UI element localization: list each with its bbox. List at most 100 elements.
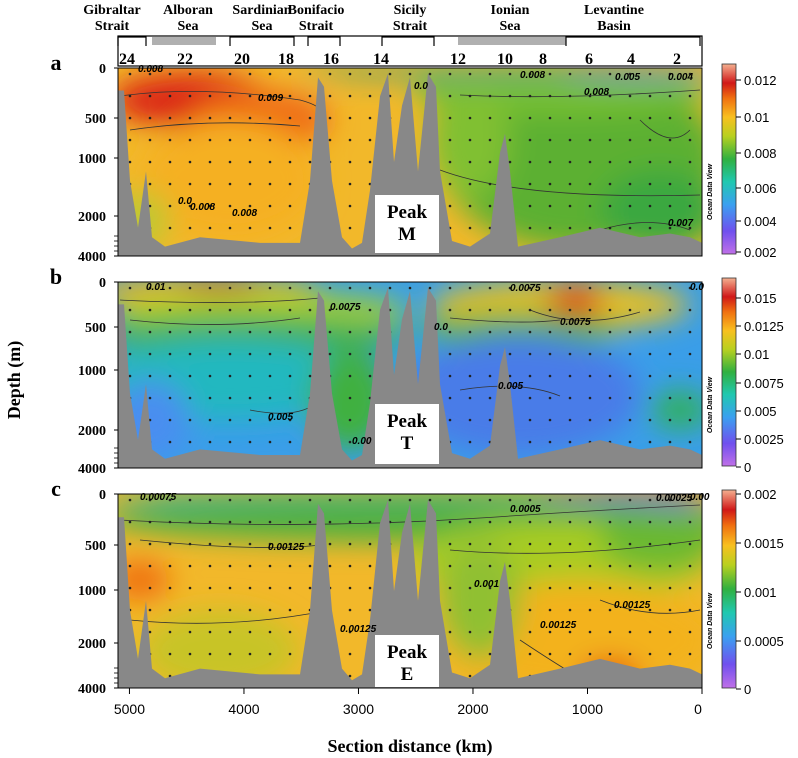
sample-point <box>628 542 632 546</box>
panel-b: b 05001000200040000.010.00750.00750.00750… <box>50 264 784 477</box>
sample-point <box>528 652 532 656</box>
sample-point <box>448 72 452 76</box>
sample-point <box>548 586 552 590</box>
sample-point <box>668 396 672 400</box>
sample-point <box>228 138 232 142</box>
sample-point <box>268 160 272 164</box>
peak-label-line: Peak <box>387 202 428 223</box>
sample-point <box>448 330 452 334</box>
contour-line <box>129 317 301 325</box>
sample-point <box>168 630 172 634</box>
sample-point <box>648 608 652 612</box>
sample-point <box>568 308 572 312</box>
sample-point <box>628 286 632 290</box>
panel-frame <box>117 281 703 469</box>
sample-point <box>168 586 172 590</box>
sample-point <box>648 564 652 568</box>
sample-point <box>368 330 372 334</box>
sample-point <box>348 352 352 356</box>
y-axis-title: Depth (m) <box>4 341 25 420</box>
sample-point <box>528 630 532 634</box>
sample-point <box>388 72 392 76</box>
sample-point <box>188 520 192 524</box>
sample-point <box>588 564 592 568</box>
sample-point <box>388 286 392 290</box>
sample-point <box>528 182 532 186</box>
sample-point <box>208 286 212 290</box>
sample-point <box>508 586 512 590</box>
field-blob <box>180 282 260 293</box>
sample-point <box>488 308 492 312</box>
sample-point <box>328 72 332 76</box>
sample-point <box>348 674 352 678</box>
sample-point <box>568 520 572 524</box>
sample-point <box>348 586 352 590</box>
sample-point <box>308 498 312 502</box>
sample-point <box>608 418 612 422</box>
contour-label: 0.005 <box>615 72 640 83</box>
sample-point <box>268 286 272 290</box>
sample-point <box>188 374 192 378</box>
peak-label-line: E <box>401 664 414 685</box>
sample-point <box>688 498 692 502</box>
sample-point <box>468 440 472 444</box>
sample-point <box>248 226 252 230</box>
colorbar-tick-label: 0.0025 <box>744 432 784 447</box>
sample-point <box>628 94 632 98</box>
sample-point <box>448 138 452 142</box>
sample-point <box>548 352 552 356</box>
station-label: 2 <box>673 51 681 68</box>
sample-point <box>248 374 252 378</box>
sample-point <box>548 72 552 76</box>
sample-point <box>268 182 272 186</box>
sample-point <box>448 308 452 312</box>
sample-point <box>348 116 352 120</box>
sample-point <box>688 204 692 208</box>
sample-point <box>548 116 552 120</box>
sample-point <box>588 116 592 120</box>
sample-point <box>268 498 272 502</box>
field-blobs <box>118 68 702 250</box>
sample-point <box>648 72 652 76</box>
bathymetry <box>118 73 702 256</box>
sample-point <box>648 520 652 524</box>
sample-point <box>168 182 172 186</box>
sample-point <box>588 138 592 142</box>
sample-point <box>368 608 372 612</box>
sample-point <box>288 352 292 356</box>
sample-point <box>148 160 152 164</box>
contour-line <box>449 539 701 554</box>
sample-point <box>348 138 352 142</box>
sample-point <box>208 440 212 444</box>
sample-point <box>508 116 512 120</box>
sample-point <box>628 182 632 186</box>
sample-point <box>288 586 292 590</box>
colorbar-tick-label: 0.002 <box>744 487 777 502</box>
sample-point <box>608 396 612 400</box>
sample-point <box>668 542 672 546</box>
sample-point <box>288 564 292 568</box>
sample-point <box>368 498 372 502</box>
sample-point <box>648 652 652 656</box>
sample-point <box>288 396 292 400</box>
sample-point <box>488 542 492 546</box>
sample-point <box>548 418 552 422</box>
contour-label: 0.007 <box>668 218 693 229</box>
x-tick-label: 1000 <box>572 701 603 717</box>
sample-point <box>188 440 192 444</box>
field-blob <box>118 560 170 600</box>
sample-point <box>328 542 332 546</box>
region-bracket <box>229 36 295 46</box>
sample-point <box>508 564 512 568</box>
sample-point <box>228 542 232 546</box>
sample-point <box>548 440 552 444</box>
sample-point <box>128 330 132 334</box>
sample-point <box>268 72 272 76</box>
colorbar-tick-label: 0.015 <box>744 291 777 306</box>
sample-point <box>248 308 252 312</box>
sample-point <box>588 94 592 98</box>
sample-point <box>448 396 452 400</box>
sample-point <box>488 182 492 186</box>
sample-point <box>468 498 472 502</box>
sample-point <box>608 226 612 230</box>
